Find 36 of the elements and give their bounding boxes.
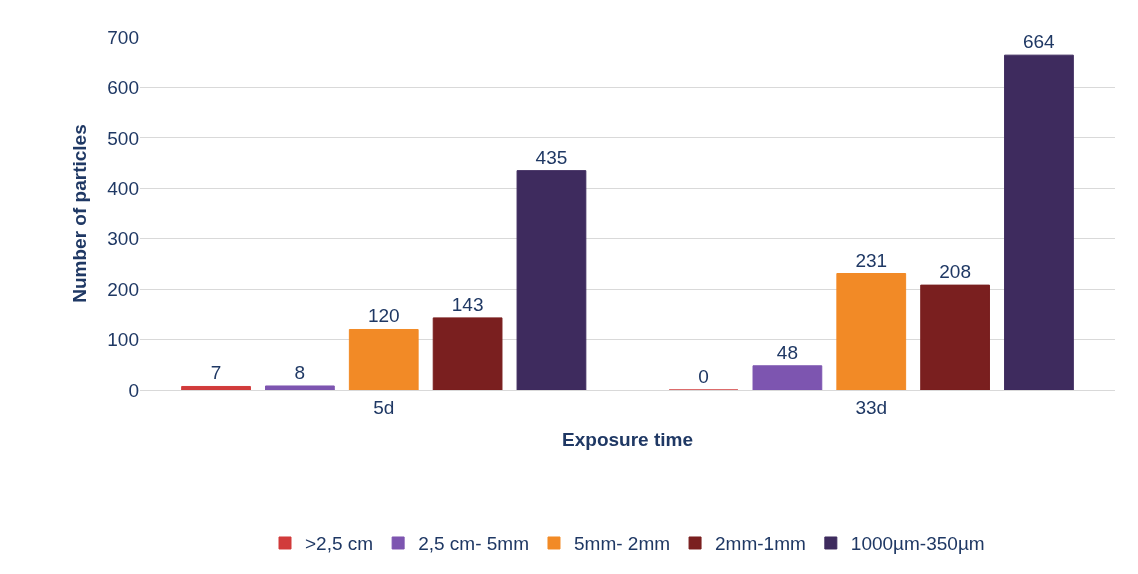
bar xyxy=(1004,54,1074,390)
data-label: 664 xyxy=(1022,31,1056,53)
x-tick-label: 5d xyxy=(373,396,395,418)
y-tick-label: 100 xyxy=(107,329,139,351)
y-tick-label: 500 xyxy=(107,127,139,149)
bar xyxy=(752,365,823,390)
bar xyxy=(181,385,251,390)
data-label: 143 xyxy=(451,293,484,315)
legend-label: 5mm- 2mm xyxy=(573,533,671,555)
x-tick-label: 33d xyxy=(855,396,888,418)
y-tick-label: 300 xyxy=(107,228,139,250)
bar xyxy=(348,328,419,390)
data-label: 48 xyxy=(776,341,798,363)
bar xyxy=(432,317,503,390)
data-label: 208 xyxy=(939,261,971,283)
y-axis-title: Number of particles xyxy=(69,124,91,303)
legend-label: 1000µm-350µm xyxy=(850,533,985,555)
data-label: 435 xyxy=(535,146,568,168)
bar xyxy=(265,385,335,390)
data-label: 120 xyxy=(367,305,400,327)
data-label: 0 xyxy=(698,366,709,387)
legend-label: >2,5 cm xyxy=(305,533,374,555)
y-tick-label: 0 xyxy=(128,379,139,401)
bar xyxy=(920,284,990,390)
data-label: 7 xyxy=(210,362,222,384)
bar xyxy=(516,170,587,390)
bar xyxy=(836,273,907,390)
y-tick-label: 200 xyxy=(107,278,139,300)
x-axis-title: Exposure time xyxy=(562,428,693,450)
legend-label: 2mm-1mm xyxy=(715,533,806,555)
data-label: 8 xyxy=(294,361,306,383)
y-tick-label: 400 xyxy=(107,177,139,199)
legend-label: 2,5 cm- 5mm xyxy=(418,533,529,555)
data-label: 231 xyxy=(855,249,888,271)
y-tick-label: 600 xyxy=(107,77,139,99)
y-tick-label: 700 xyxy=(107,26,139,48)
